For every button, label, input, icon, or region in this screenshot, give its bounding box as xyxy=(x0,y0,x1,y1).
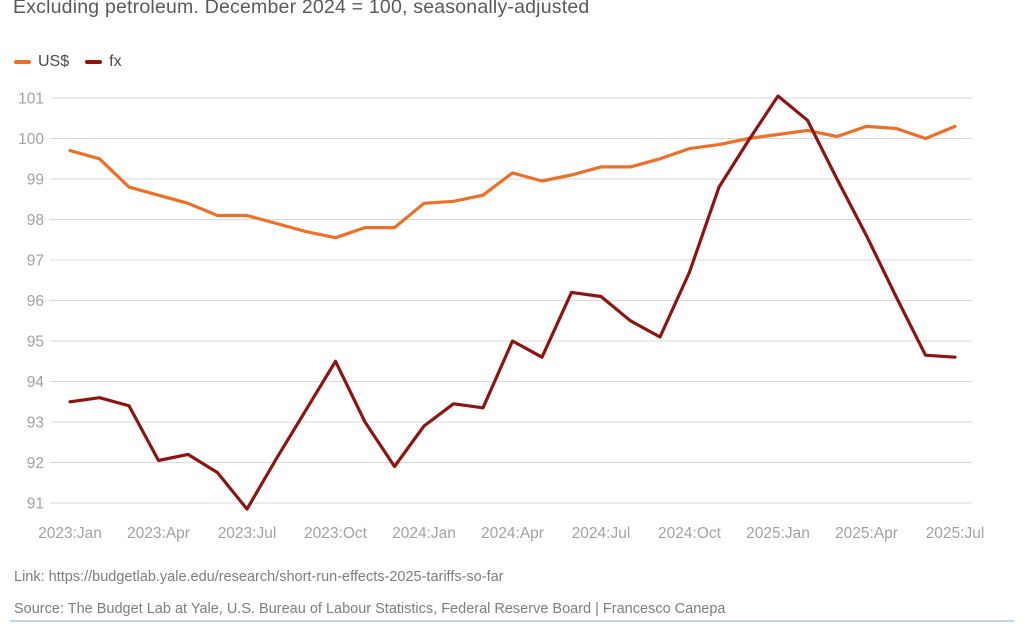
y-axis-tick: 99 xyxy=(27,172,44,189)
y-axis-tick: 100 xyxy=(18,131,44,148)
usd-line-swatch-icon xyxy=(14,60,31,64)
y-axis-tick: 96 xyxy=(27,293,44,310)
y-axis-tick: 91 xyxy=(27,496,44,513)
x-axis-tick: 2023:Jul xyxy=(218,525,277,542)
series-line-us xyxy=(68,124,957,240)
footer-source-text: Source: The Budget Lab at Yale, U.S. Bur… xyxy=(14,601,726,617)
x-axis-tick: 2024:Oct xyxy=(658,525,722,542)
chart-legend: US$ fx xyxy=(14,53,122,71)
y-axis-tick: 98 xyxy=(27,212,44,229)
legend-item-usd: US$ xyxy=(14,53,69,71)
x-axis-tick: 2023:Apr xyxy=(127,525,190,542)
x-axis-tick: 2023:Oct xyxy=(304,525,368,542)
fx-line-swatch-icon xyxy=(85,60,103,64)
legend-label-usd: US$ xyxy=(38,53,70,70)
x-axis-tick: 2025:Apr xyxy=(835,525,898,542)
x-axis-tick: 2025:Jul xyxy=(926,525,985,542)
y-axis-tick: 94 xyxy=(27,374,45,391)
y-axis-tick: 92 xyxy=(27,455,44,472)
legend-label-fx: fx xyxy=(109,53,122,70)
x-axis-tick: 2023:Jan xyxy=(38,525,102,542)
legend-item-fx: fx xyxy=(85,53,122,71)
x-axis-tick: 2024:Jul xyxy=(572,525,631,542)
y-axis-tick: 95 xyxy=(27,334,44,351)
y-axis-tick: 101 xyxy=(18,91,44,108)
footer-link-text: Link: https://budgetlab.yale.edu/researc… xyxy=(14,569,504,585)
x-axis-tick: 2024:Apr xyxy=(481,525,544,542)
x-axis-tick: 2024:Jan xyxy=(392,525,456,542)
bottom-divider xyxy=(10,620,1014,622)
y-axis-tick: 93 xyxy=(27,415,44,432)
chart-title: Excluding petroleum. December 2024 = 100… xyxy=(13,0,590,18)
x-axis-tick: 2025:Jan xyxy=(746,525,810,542)
series-line-fx xyxy=(68,94,957,511)
line-chart-plot: 91 92 93 94 95 96 97 98 99 100 101 2023:Jan 2023:Apr… xyxy=(18,91,985,543)
y-axis-tick: 97 xyxy=(27,253,44,270)
